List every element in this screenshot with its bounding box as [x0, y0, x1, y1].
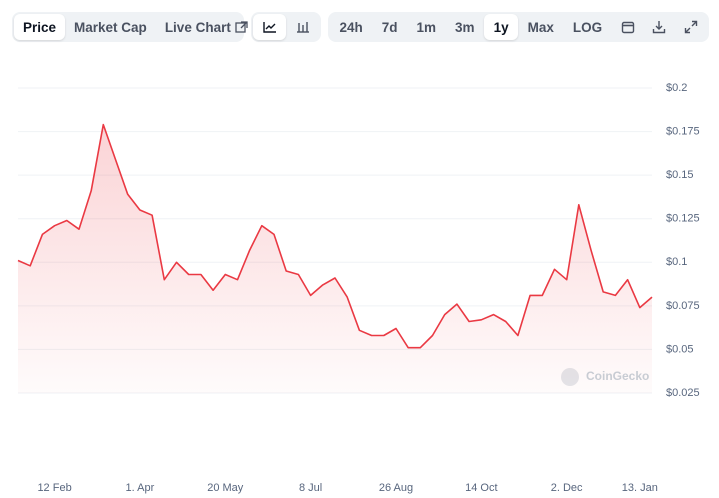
fullscreen-button[interactable]: [675, 14, 707, 40]
range-tab[interactable]: Max: [527, 19, 554, 35]
calendar-button[interactable]: [612, 14, 644, 40]
view-tabs: Price Market Cap Live Chart: [12, 12, 248, 42]
x-tick-label: 26 Aug: [379, 482, 413, 494]
x-tick-label: 8 Jul: [299, 482, 322, 494]
watermark: CoinGecko: [586, 369, 649, 383]
x-tick-label: 20 May: [207, 482, 244, 494]
range-tabs: 24h 7d 1m 3m 1y Max LOG: [328, 12, 709, 42]
candle-chart-button[interactable]: [286, 14, 319, 40]
y-tick-label: $0.025: [666, 387, 700, 399]
range-tab[interactable]: LOG: [572, 19, 603, 35]
y-tick-label: $0.1: [666, 256, 687, 268]
range-tab[interactable]: 24h: [339, 19, 363, 35]
icon: [684, 20, 698, 34]
tab-label: Live Chart: [164, 19, 231, 35]
icon: [653, 21, 666, 34]
x-tick-label: 12 Feb: [37, 482, 71, 494]
range-tab[interactable]: 7d: [381, 19, 398, 35]
y-tick-label: $0.075: [666, 300, 700, 312]
y-tick-label: $0.05: [666, 343, 694, 355]
y-tick-label: $0.2: [666, 82, 687, 94]
view-tab[interactable]: Live Chart: [156, 14, 258, 40]
range-tab[interactable]: 1y: [484, 14, 519, 40]
x-tick-label: 2. Dec: [551, 482, 583, 494]
icon: [621, 21, 634, 34]
view-tab[interactable]: Price: [14, 14, 66, 40]
download-button[interactable]: [643, 14, 675, 40]
x-tick-label: 1. Apr: [126, 482, 155, 494]
y-tick-label: $0.175: [666, 125, 700, 137]
chart-type-tabs: [251, 12, 321, 42]
line-icon: [262, 22, 276, 33]
y-tick-label: $0.125: [666, 213, 700, 225]
range-tab[interactable]: 3m: [455, 19, 475, 35]
range-tab[interactable]: 1m: [416, 19, 437, 35]
y-tick-label: $0.15: [666, 169, 694, 181]
candle-icon: [296, 22, 309, 33]
price-area: [18, 124, 652, 393]
external-icon: [235, 21, 248, 33]
view-tab[interactable]: Market Cap: [74, 19, 147, 35]
x-tick-label: 13. Jan: [622, 482, 658, 494]
price-line: [17, 123, 653, 349]
x-tick-label: 14 Oct: [465, 482, 497, 494]
line-chart-button[interactable]: [253, 14, 286, 40]
